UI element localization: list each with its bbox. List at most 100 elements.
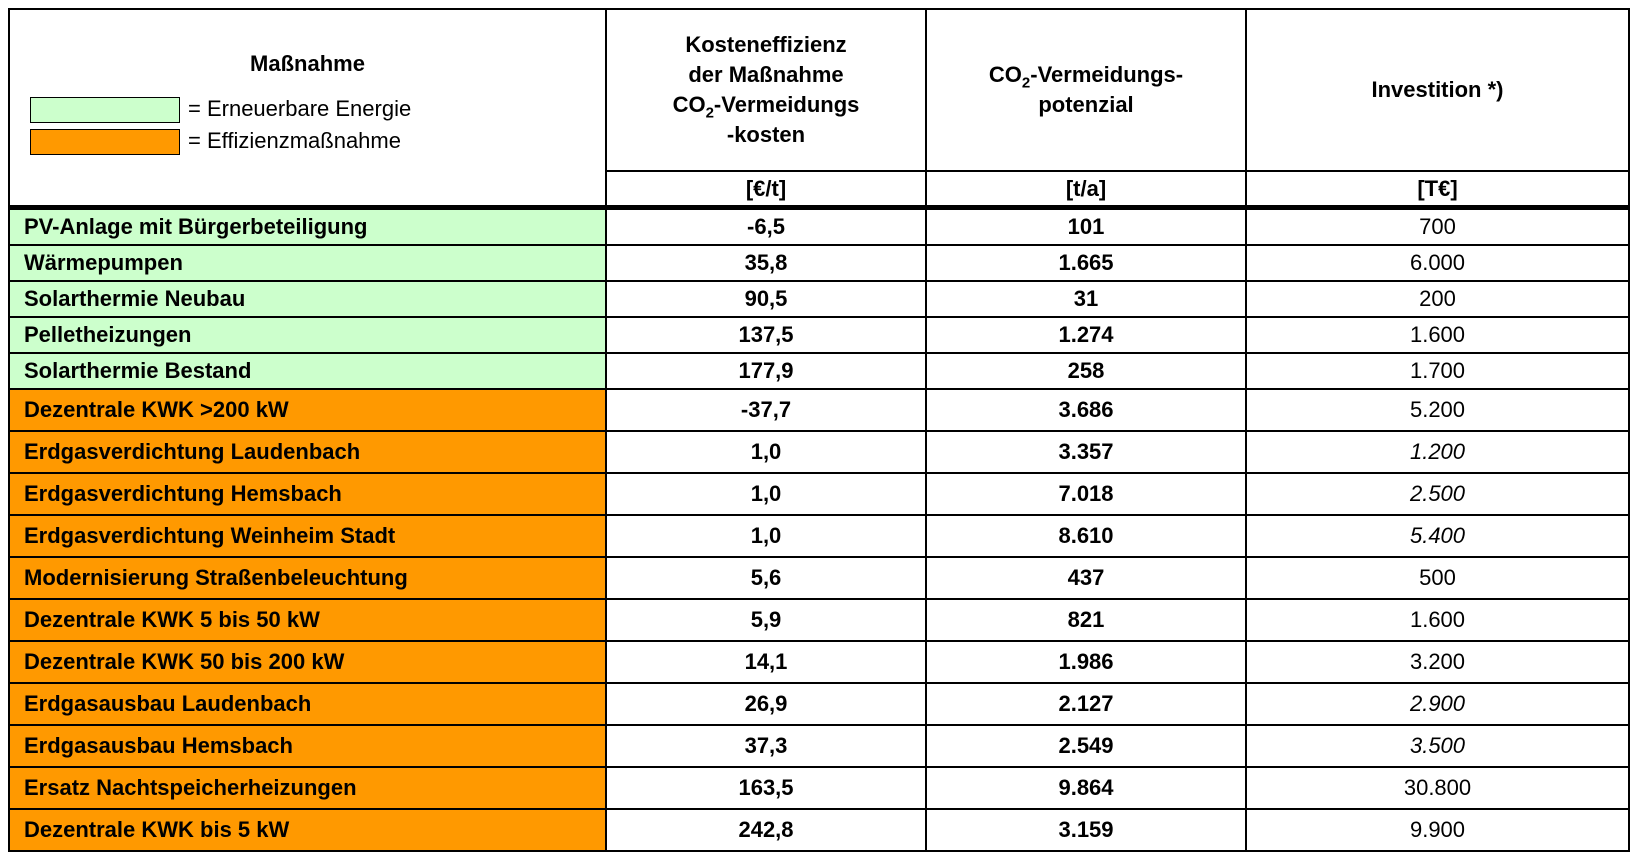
cost-cell: 90,5 (605, 280, 927, 318)
co2-cell: 2.127 (925, 682, 1247, 726)
invest-cell: 5.200 (1245, 388, 1630, 432)
invest-cell: 3.500 (1245, 724, 1630, 768)
measure-name: Dezentrale KWK 5 bis 50 kW (8, 598, 607, 642)
header-cell: Maßnahme = Erneuerbare Energie = Effizie… (8, 8, 607, 209)
header-text: potenzial (1038, 92, 1134, 117)
subscript: 2 (705, 104, 714, 122)
cost-cell: 242,8 (605, 808, 927, 852)
cost-cell: 137,5 (605, 316, 927, 354)
header-text: Kosteneffizienz (685, 32, 847, 57)
measure-name: Erdgasverdichtung Hemsbach (8, 472, 607, 516)
co2-cell: 1.274 (925, 316, 1247, 354)
unit: [T€] (1245, 170, 1630, 209)
measure-name: Erdgasausbau Laudenbach (8, 682, 607, 726)
header-text: -Vermeidungs (713, 92, 860, 117)
co2-cell: 3.159 (925, 808, 1247, 852)
co2-cell: 9.864 (925, 766, 1247, 810)
co2-cell: 258 (925, 352, 1247, 390)
row: Dezentrale KWK bis 5 kW 242,8 3.159 9.900 (8, 808, 1630, 852)
row: Ersatz Nachtspeicherheizungen 163,5 9.864 3… (8, 766, 1630, 810)
subscript: 2 (1021, 74, 1031, 92)
cost-cell: 1,0 (605, 472, 927, 516)
measure-name: Erdgasverdichtung Laudenbach (8, 430, 607, 474)
legend-label: = Effizienzmaßnahme (188, 127, 401, 153)
header-text: CO (672, 92, 706, 117)
legend-item: = Effizienzmaßnahme (30, 125, 597, 157)
row: Solarthermie Bestand 177,9 258 1.700 (8, 352, 1630, 390)
swatch (30, 96, 180, 123)
cost-cell: 35,8 (605, 244, 927, 282)
invest-cell: 1.700 (1245, 352, 1630, 390)
row: Wärmepumpen 35,8 1.665 6.000 (8, 244, 1630, 282)
invest-cell: 2.500 (1245, 472, 1630, 516)
co2-cell: 101 (925, 206, 1247, 246)
column-header: Investition *) (1245, 8, 1630, 172)
invest-cell: 30.800 (1245, 766, 1630, 810)
header-text: CO (988, 62, 1022, 87)
measure-name: Ersatz Nachtspeicherheizungen (8, 766, 607, 810)
invest-cell: 500 (1245, 556, 1630, 600)
cost-cell: -37,7 (605, 388, 927, 432)
co2-cell: 31 (925, 280, 1247, 318)
co2-cell: 1.986 (925, 640, 1247, 684)
header-text: -Vermeidungs- (1030, 62, 1184, 87)
cost-cell: -6,5 (605, 206, 927, 246)
cost-cell: 163,5 (605, 766, 927, 810)
measure-name: Wärmepumpen (8, 244, 607, 282)
row: Modernisierung Straßenbeleuchtung 5,6 437 5… (8, 556, 1630, 600)
measure-name: Dezentrale KWK >200 kW (8, 388, 607, 432)
column-header: Kosteneffizienz der Maßnahme CO2-Vermeid… (605, 8, 927, 172)
row: PV-Anlage mit Bürgerbeteiligung -6,5 101 70… (8, 206, 1630, 246)
row: Erdgasausbau Hemsbach 37,3 2.549 3.500 (8, 724, 1630, 768)
column-header: CO2-Vermeidungs- potenzial (925, 8, 1247, 172)
row: Dezentrale KWK 5 bis 50 kW 5,9 821 1.600 (8, 598, 1630, 642)
measure-name: Dezentrale KWK 50 bis 200 kW (8, 640, 607, 684)
co2-cell: 2.549 (925, 724, 1247, 768)
unit-row: [€/t] [t/a] [T€] (9, 170, 1630, 209)
invest-cell: 3.200 (1245, 640, 1630, 684)
cost-cell: 177,9 (605, 352, 927, 390)
row: Pelletheizungen 137,5 1.274 1.600 (8, 316, 1630, 354)
measure-name: Pelletheizungen (8, 316, 607, 354)
invest-cell: 5.400 (1245, 514, 1630, 558)
legend-label: = Erneuerbare Energie (188, 95, 412, 121)
invest-cell: 700 (1245, 206, 1630, 246)
invest-cell: 2.900 (1245, 682, 1630, 726)
header-row: Maßnahme = Erneuerbare Energie = Effizie… (8, 8, 1630, 209)
unit: [€/t] (605, 170, 927, 209)
measure-name: Modernisierung Straßenbeleuchtung (8, 556, 607, 600)
measures-table: Maßnahme = Erneuerbare Energie = Effizie… (8, 8, 1630, 852)
cost-cell: 37,3 (605, 724, 927, 768)
co2-cell: 437 (925, 556, 1247, 600)
co2-cell: 3.357 (925, 430, 1247, 474)
table-body: PV-Anlage mit Bürgerbeteiligung -6,5 101 70… (8, 206, 1630, 852)
invest-cell: 6.000 (1245, 244, 1630, 282)
row: Erdgasverdichtung Weinheim Stadt 1,0 8.610… (8, 514, 1630, 558)
cost-cell: 14,1 (605, 640, 927, 684)
co2-cell: 8.610 (925, 514, 1247, 558)
cost-cell: 1,0 (605, 514, 927, 558)
row: Erdgasverdichtung Hemsbach 1,0 7.018 2.500 (8, 472, 1630, 516)
header-text: Investition *) (1371, 77, 1504, 102)
unit: [t/a] (925, 170, 1247, 209)
cost-cell: 5,6 (605, 556, 927, 600)
cost-cell: 5,9 (605, 598, 927, 642)
co2-cell: 821 (925, 598, 1247, 642)
invest-cell: 1.600 (1245, 598, 1630, 642)
header-text: der Maßnahme (688, 62, 844, 87)
legend: = Erneuerbare Energie = Effizienzmaßnahm… (30, 93, 597, 157)
legend-item: = Erneuerbare Energie (30, 93, 597, 125)
invest-cell: 200 (1245, 280, 1630, 318)
invest-cell: 1.600 (1245, 316, 1630, 354)
invest-cell: 9.900 (1245, 808, 1630, 852)
co2-cell: 7.018 (925, 472, 1247, 516)
row: Dezentrale KWK 50 bis 200 kW 14,1 1.986 3.2… (8, 640, 1630, 684)
measure-name: Erdgasausbau Hemsbach (8, 724, 607, 768)
measure-name: Solarthermie Bestand (8, 352, 607, 390)
row: Erdgasverdichtung Laudenbach 1,0 3.357 1.20… (8, 430, 1630, 474)
cost-cell: 26,9 (605, 682, 927, 726)
title: Maßnahme (250, 50, 365, 76)
measure-name: Erdgasverdichtung Weinheim Stadt (8, 514, 607, 558)
row: Solarthermie Neubau 90,5 31 200 (8, 280, 1630, 318)
